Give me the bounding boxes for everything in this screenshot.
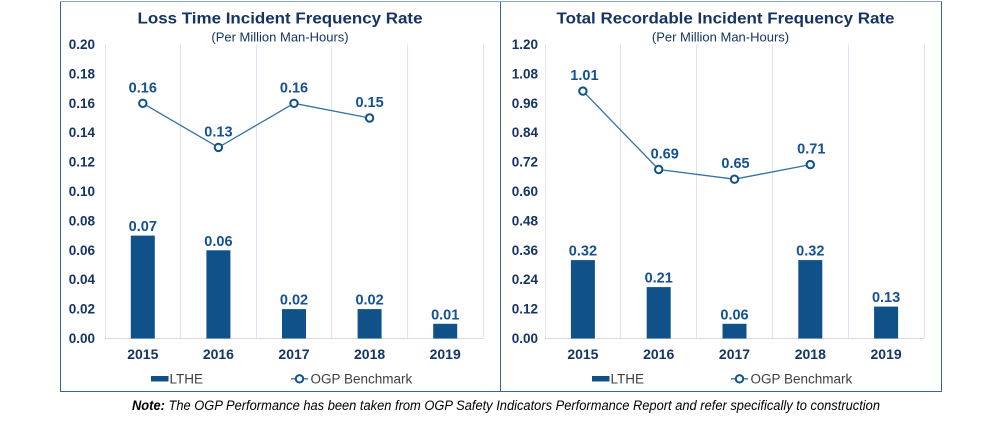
- svg-text:0.72: 0.72: [512, 155, 538, 170]
- svg-text:2017: 2017: [278, 346, 309, 362]
- svg-text:0.07: 0.07: [129, 219, 157, 235]
- svg-text:2016: 2016: [643, 346, 674, 362]
- svg-text:2017: 2017: [719, 346, 750, 362]
- svg-text:0.06: 0.06: [204, 234, 232, 250]
- svg-text:LTHE: LTHE: [170, 372, 204, 387]
- svg-text:0.02: 0.02: [355, 293, 383, 309]
- svg-text:0.13: 0.13: [204, 124, 232, 140]
- svg-text:0.10: 0.10: [69, 184, 95, 199]
- svg-text:0.32: 0.32: [569, 244, 597, 260]
- svg-text:2018: 2018: [354, 346, 385, 362]
- svg-text:0.71: 0.71: [797, 142, 825, 158]
- svg-text:0.36: 0.36: [512, 243, 539, 258]
- svg-text:0.04: 0.04: [69, 272, 96, 287]
- svg-text:0.14: 0.14: [69, 125, 96, 140]
- svg-text:2016: 2016: [203, 346, 234, 362]
- svg-text:0.12: 0.12: [512, 302, 538, 317]
- svg-text:0.12: 0.12: [69, 155, 95, 170]
- svg-text:0.00: 0.00: [69, 331, 95, 346]
- svg-text:2019: 2019: [430, 346, 461, 362]
- svg-text:(Per Million Man-Hours): (Per Million Man-Hours): [211, 30, 348, 45]
- svg-text:0.16: 0.16: [280, 80, 308, 96]
- svg-text:2018: 2018: [795, 346, 826, 362]
- svg-text:2015: 2015: [567, 346, 598, 362]
- svg-text:0.60: 0.60: [512, 184, 538, 199]
- svg-text:0.06: 0.06: [69, 243, 96, 258]
- svg-text:0.01: 0.01: [431, 307, 459, 323]
- svg-text:0.48: 0.48: [512, 213, 539, 228]
- svg-text:2019: 2019: [871, 346, 902, 362]
- svg-text:Loss Time Incident Frequency R: Loss Time Incident Frequency Rate: [138, 11, 423, 28]
- svg-text:1.20: 1.20: [512, 37, 538, 52]
- svg-text:0.08: 0.08: [69, 213, 96, 228]
- svg-text:OGP Benchmark: OGP Benchmark: [311, 372, 413, 387]
- svg-text:0.96: 0.96: [512, 96, 539, 111]
- svg-text:Total Recordable Incident Freq: Total Recordable Incident Frequency Rate: [557, 11, 895, 28]
- svg-text:LTHE: LTHE: [611, 372, 645, 387]
- svg-text:0.16: 0.16: [69, 96, 96, 111]
- svg-text:OGP Benchmark: OGP Benchmark: [751, 372, 853, 387]
- svg-text:0.69: 0.69: [651, 147, 679, 163]
- svg-text:(Per Million Man-Hours): (Per Million Man-Hours): [652, 30, 789, 45]
- svg-text:0.84: 0.84: [512, 125, 539, 140]
- svg-text:0.18: 0.18: [69, 66, 96, 81]
- svg-text:0.13: 0.13: [872, 290, 900, 306]
- svg-text:0.65: 0.65: [721, 156, 749, 172]
- svg-text:1.01: 1.01: [570, 68, 598, 84]
- svg-text:1.08: 1.08: [512, 66, 539, 81]
- svg-text:Note: The OGP Performance has: Note: The OGP Performance has been taken…: [132, 398, 880, 413]
- svg-text:0.02: 0.02: [280, 293, 308, 309]
- svg-text:0.15: 0.15: [355, 95, 383, 111]
- svg-text:0.16: 0.16: [129, 80, 157, 96]
- svg-text:0.32: 0.32: [796, 244, 824, 260]
- svg-text:0.21: 0.21: [645, 271, 673, 287]
- svg-text:0.00: 0.00: [512, 331, 538, 346]
- svg-text:0.24: 0.24: [512, 272, 539, 287]
- svg-text:0.06: 0.06: [720, 307, 748, 323]
- svg-text:2015: 2015: [127, 346, 158, 362]
- svg-text:0.02: 0.02: [69, 302, 95, 317]
- svg-text:0.20: 0.20: [69, 37, 95, 52]
